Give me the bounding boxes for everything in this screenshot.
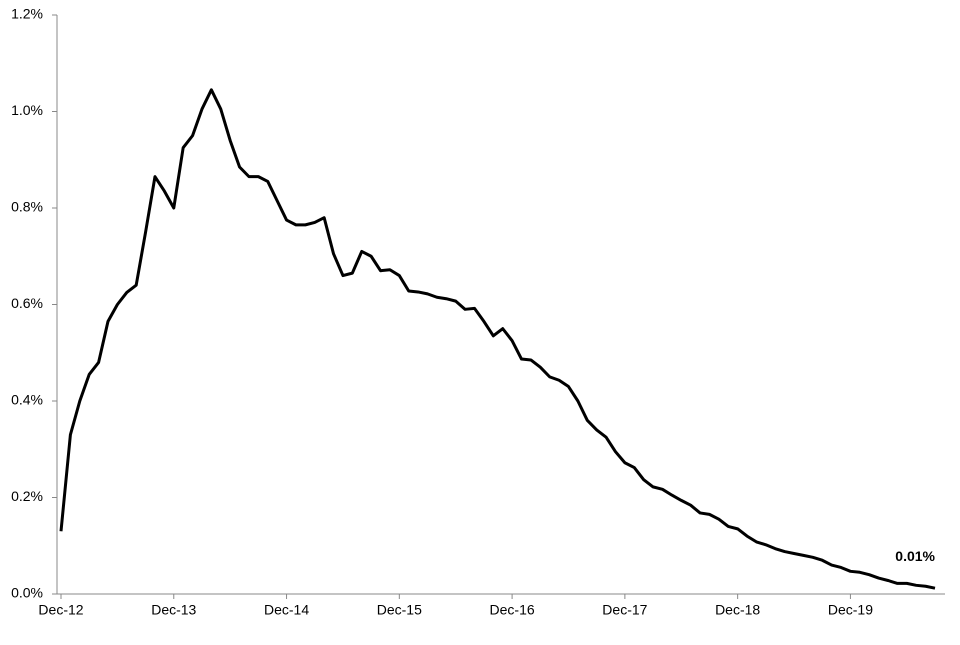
x-tick-label: Dec-15 (377, 602, 422, 618)
y-tick-label: 0.0% (11, 585, 43, 601)
y-tick-label: 0.6% (11, 295, 43, 311)
x-tick-label: Dec-12 (38, 602, 83, 618)
y-tick-label: 1.0% (11, 102, 43, 118)
x-tick-label: Dec-16 (490, 602, 535, 618)
y-tick-label: 0.4% (11, 392, 43, 408)
x-tick-label: Dec-18 (715, 602, 760, 618)
data-line (59, 88, 936, 590)
y-tick-label: 0.2% (11, 488, 43, 504)
y-tick-label: 1.2% (11, 6, 43, 22)
x-tick-label: Dec-17 (602, 602, 647, 618)
y-tick-label: 0.8% (11, 199, 43, 215)
x-tick-label: Dec-19 (828, 602, 873, 618)
x-tick-label: Dec-13 (151, 602, 196, 618)
x-tick-label: Dec-14 (264, 602, 309, 618)
value-label: 0.01% (895, 548, 935, 564)
